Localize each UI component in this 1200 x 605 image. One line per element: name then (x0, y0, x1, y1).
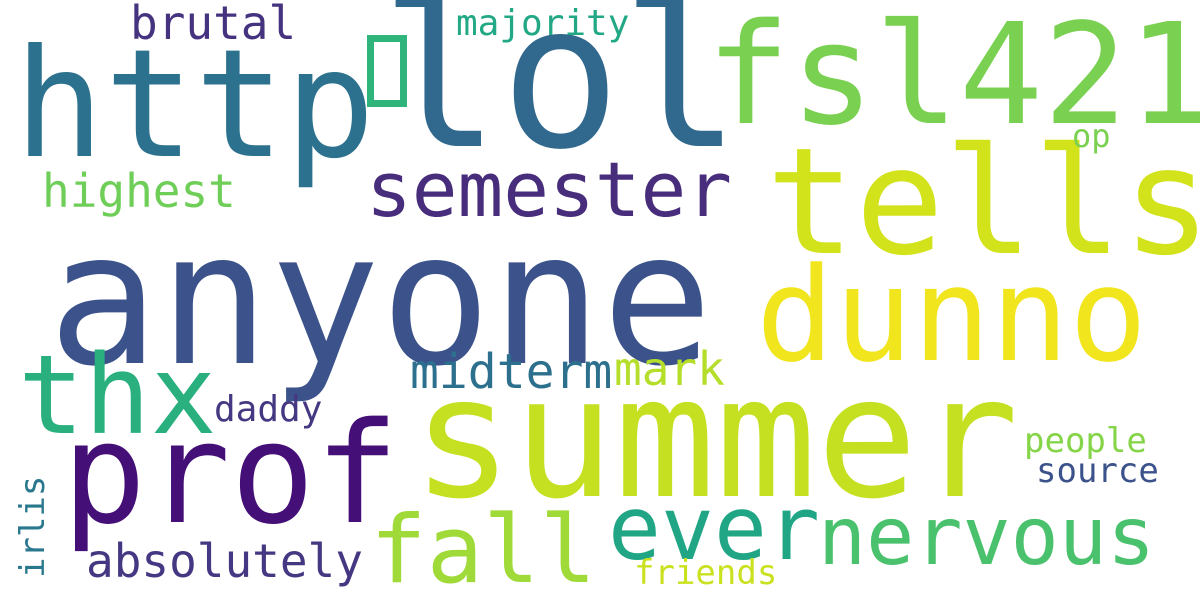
word-friends: friends (634, 553, 778, 593)
word-summer: summer (412, 340, 1019, 536)
word-http: http (14, 18, 376, 192)
word-tells: tells (766, 116, 1200, 288)
word-dunno: dunno (756, 239, 1148, 391)
word-anyone: anyone (48, 193, 713, 407)
word-fall: fall (370, 496, 597, 605)
word-people: people (1024, 421, 1147, 461)
word-op: op (1072, 117, 1111, 155)
word-nervous: nervous (818, 490, 1156, 583)
word-prof: prof (62, 393, 400, 556)
word-ever: ever (608, 477, 820, 580)
word-lol: lol (380, 0, 742, 194)
word-fsl421: fsl421 (706, 0, 1200, 157)
word-thx: thx (18, 331, 217, 459)
word-irlis: irlis (13, 475, 53, 578)
word-majority: majority (456, 3, 630, 44)
word-midterm: midterm (410, 344, 613, 400)
word-highest: highest (42, 164, 236, 218)
word-mark: mark (614, 342, 725, 396)
word-daddy: daddy (214, 389, 323, 430)
word-source: source (1036, 451, 1159, 491)
word-absolutely: absolutely (86, 534, 363, 588)
word-semester: semester (366, 145, 733, 234)
unknown-glyph-box (367, 35, 407, 107)
word-brutal: brutal (130, 0, 297, 50)
